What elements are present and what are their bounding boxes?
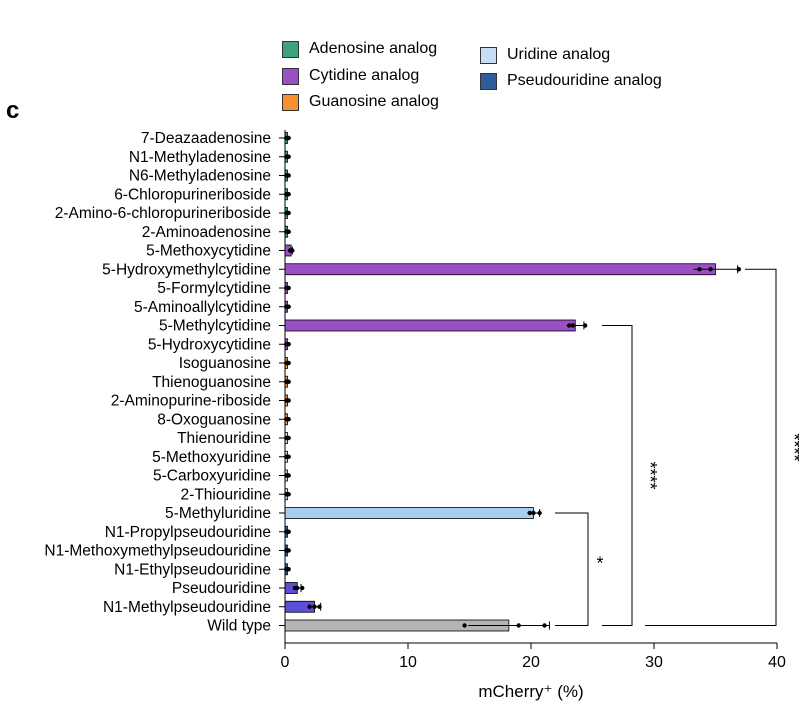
point-5-hydroxymethylcytidine-1: [697, 267, 702, 272]
bar-5-hydroxymethylcytidine: [284, 263, 716, 276]
point-n1-ethylpseudouridine-3: [286, 567, 291, 572]
category-label-6-chloropurineriboside: 6-Chloropurineriboside: [114, 186, 271, 203]
category-label-5-hydroxymethylcytidine: 5-Hydroxymethylcytidine: [102, 261, 271, 278]
category-label-thienouridine: Thienouridine: [177, 430, 271, 447]
category-label-5-methoxyuridine: 5-Methoxyuridine: [152, 449, 271, 466]
point-thienouridine-3: [286, 435, 291, 441]
point-6-chloropurineriboside-3: [286, 192, 291, 197]
point-5-methylcytidine-1: [566, 323, 572, 328]
category-label-n6-methyladenosine: N6-Methyladenosine: [129, 168, 271, 185]
point-wild-type-2: [516, 623, 521, 628]
point-5-formylcytidine-3: [286, 285, 291, 291]
point-wild-type-3: [542, 623, 547, 628]
category-label-7-deazaadenosine: 7-Deazaadenosine: [141, 130, 271, 147]
significance-bracket-1: [555, 512, 589, 626]
category-label-n1-ethylpseudouridine: N1-Ethylpseudouridine: [114, 561, 271, 578]
point-n1-methylpseudouridine-1: [307, 604, 312, 609]
category-label-5-methyluridine: 5-Methyluridine: [165, 505, 271, 522]
point-n6-methyladenosine-3: [286, 173, 291, 178]
legend-item-adenosine: Adenosine analog: [282, 40, 437, 58]
x-tick-label-30: 30: [645, 654, 663, 671]
point-2-aminoadenosine-3: [286, 229, 291, 234]
point-n1-methylpseudouridine-2: [312, 604, 317, 609]
panel-label: c: [6, 97, 20, 124]
category-label-n1-propylpseudouridine: N1-Propylpseudouridine: [105, 524, 271, 541]
legend-label-adenosine: Adenosine analog: [309, 40, 438, 57]
point-5-hydroxymethylcytidine-3: [736, 267, 742, 272]
significance-bracket-2: [602, 325, 633, 626]
category-label-n1-methylpseudouridine: N1-Methylpseudouridine: [103, 599, 271, 616]
point-pseudouridine-2: [295, 585, 300, 591]
point-5-methyluridine-1: [527, 510, 532, 516]
legend-swatch-adenosine: [282, 40, 299, 58]
legend-item-pseudouridine: Pseudouridine analog: [480, 72, 662, 90]
legend-label-cytidine: Cytidine analog: [309, 67, 420, 84]
category-label-5-methylcytidine: 5-Methylcytidine: [159, 318, 271, 335]
category-label-n1-methoxymethylpseudouridine: N1-Methoxymethylpseudouridine: [44, 543, 271, 560]
point-7-deazaadenosine-3: [286, 135, 291, 141]
point-5-methyluridine-2: [531, 510, 536, 516]
x-axis-title: mCherry⁺ (%): [478, 682, 583, 701]
point-n1-methylpseudouridine-3: [317, 604, 322, 609]
legend-item-guanosine: Guanosine analog: [282, 93, 439, 111]
legend-swatch-cytidine: [282, 67, 299, 85]
significance-bracket-3: [645, 268, 777, 626]
category-label-2-aminopurine-riboside: 2-Aminopurine-riboside: [111, 393, 271, 410]
legend-swatch-guanosine: [282, 93, 299, 111]
legend-label-uridine: Uridine analog: [507, 46, 611, 63]
point-2-aminopurine-riboside-3: [286, 398, 291, 403]
point-2-thiouridine-3: [286, 492, 291, 497]
category-label-5-methoxycytidine: 5-Methoxycytidine: [146, 243, 271, 260]
x-tick-label-20: 20: [522, 654, 540, 671]
point-5-carboxyuridine-3: [286, 473, 291, 478]
significance-label-3: ****: [784, 433, 799, 461]
category-label-5-formylcytidine: 5-Formylcytidine: [157, 280, 271, 297]
category-label-8-oxoguanosine: 8-Oxoguanosine: [157, 411, 271, 428]
bar-5-methyluridine: [284, 507, 534, 519]
point-wild-type-1: [462, 623, 467, 628]
point-n1-methyladenosine-3: [286, 154, 291, 159]
significance-label-2: ****: [640, 461, 660, 489]
category-label-5-carboxyuridine: 5-Carboxyuridine: [153, 468, 271, 485]
x-tick-label-40: 40: [768, 654, 786, 671]
point-5-hydroxymethylcytidine-2: [708, 267, 713, 272]
bar-5-methylcytidine: [284, 319, 576, 332]
point-thienoguanosine-3: [286, 379, 291, 384]
point-5-aminoallylcytidine-3: [286, 304, 291, 309]
category-label-thienoguanosine: Thienoguanosine: [152, 374, 271, 391]
legend-swatch-pseudouridine: [480, 72, 497, 90]
point-n1-propylpseudouridine-3: [286, 529, 291, 534]
category-label-wild-type: Wild type: [207, 618, 271, 635]
point-8-oxoguanosine-3: [286, 417, 291, 422]
point-5-methoxyuridine-3: [286, 454, 291, 459]
point-5-methyluridine-3: [537, 510, 542, 516]
category-label-isoguanosine: Isoguanosine: [179, 355, 271, 372]
category-label-5-aminoallylcytidine: 5-Aminoallylcytidine: [134, 299, 271, 316]
category-label-pseudouridine: Pseudouridine: [172, 580, 271, 597]
point-5-methylcytidine-2: [570, 323, 576, 328]
category-label-5-hydroxycytidine: 5-Hydroxycytidine: [148, 336, 271, 353]
legend-label-guanosine: Guanosine analog: [309, 93, 439, 110]
legend-item-uridine: Uridine analog: [480, 46, 610, 64]
point-5-methylcytidine-3: [582, 323, 588, 328]
legend-item-cytidine: Cytidine analog: [282, 67, 419, 85]
x-tick-label-0: 0: [281, 654, 290, 671]
significance-label-1: *: [596, 553, 603, 573]
category-label-2-aminoadenosine: 2-Aminoadenosine: [142, 224, 271, 241]
point-5-methoxycytidine-3: [290, 248, 295, 253]
point-n1-methoxymethylpseudouridine-3: [286, 548, 291, 553]
legend-swatch-uridine: [480, 46, 497, 64]
category-label-2-thiouridine: 2-Thiouridine: [181, 486, 271, 503]
point-5-hydroxycytidine-3: [286, 342, 291, 347]
legend-label-pseudouridine: Pseudouridine analog: [507, 72, 662, 89]
point-pseudouridine-3: [300, 585, 305, 591]
x-tick-label-10: 10: [399, 654, 417, 671]
category-label-2-amino-6-chloropurineriboside: 2-Amino-6-chloropurineriboside: [55, 205, 271, 222]
point-isoguanosine-3: [286, 360, 291, 366]
point-2-amino-6-chloropurineriboside-3: [286, 210, 291, 216]
category-label-n1-methyladenosine: N1-Methyladenosine: [129, 149, 271, 166]
